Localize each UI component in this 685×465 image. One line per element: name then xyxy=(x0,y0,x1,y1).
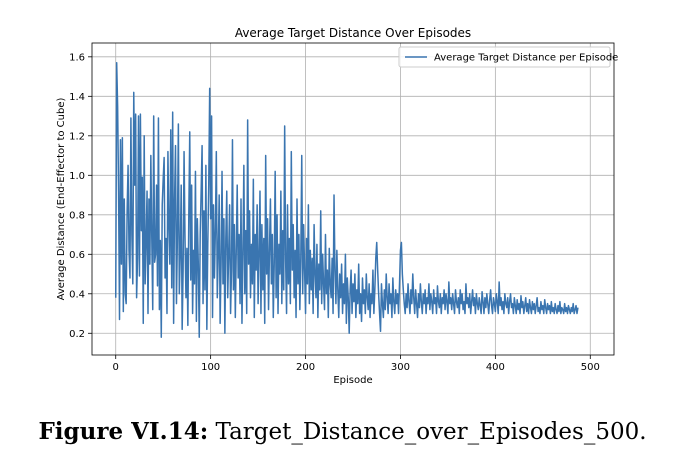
x-tick-label: 200 xyxy=(296,362,315,373)
plot-frame xyxy=(91,42,615,356)
chart-title: Average Target Distance Over Episodes xyxy=(235,26,471,40)
x-tick-label: 100 xyxy=(201,362,220,373)
y-axis-label: Average Distance (End-Effector to Cube) xyxy=(56,98,67,301)
figure-caption: Figure VI.14: Target_Distance_over_Episo… xyxy=(0,418,685,445)
caption-text: Target_Distance_over_Episodes_500. xyxy=(215,419,647,445)
x-tick-label: 400 xyxy=(486,362,505,373)
y-tick-label: 1.6 xyxy=(69,52,85,63)
y-tick-label: 0.8 xyxy=(69,210,85,221)
line-chart: 0 100 200 300 400 500 0.2 0.4 0.6 0.8 1.0 1.2 1.4 1.6… xyxy=(56,26,618,386)
legend: Average Target Distance per Episode xyxy=(398,46,618,68)
y-tick-label: 0.4 xyxy=(69,289,85,300)
x-tick-label: 0 xyxy=(113,362,119,373)
caption-label: Figure VI.14: xyxy=(38,418,209,445)
axis-ticks: 0 100 200 300 400 500 0.2 0.4 0.6 0.8 1.0 1.2 1.4 1.6 xyxy=(69,52,600,373)
y-tick-label: 0.6 xyxy=(69,250,85,261)
y-tick-label: 1.0 xyxy=(69,171,85,182)
chart-figure: 0 100 200 300 400 500 0.2 0.4 0.6 0.8 1.0 1.2 1.4 1.6… xyxy=(56,26,618,386)
series-line xyxy=(114,62,579,338)
x-tick-label: 300 xyxy=(391,362,410,373)
y-tick-label: 1.2 xyxy=(69,131,85,142)
legend-label: Average Target Distance per Episode xyxy=(434,53,618,64)
y-tick-label: 1.4 xyxy=(69,92,85,103)
y-tick-label: 0.2 xyxy=(69,329,85,340)
x-tick-label: 500 xyxy=(581,362,600,373)
x-axis-label: Episode xyxy=(333,375,372,386)
legend-box xyxy=(398,46,611,68)
